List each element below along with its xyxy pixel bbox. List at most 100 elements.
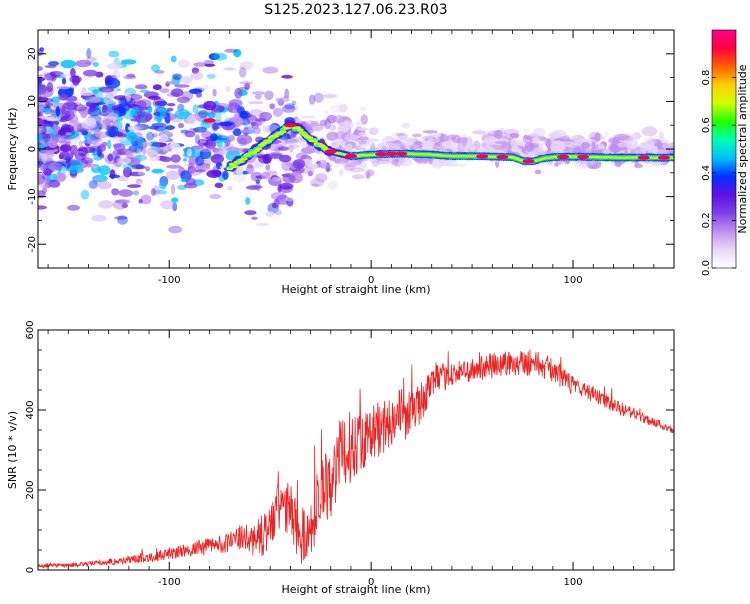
spectrogram-noise-blob xyxy=(554,162,559,167)
spectrogram-noise-blob xyxy=(77,128,83,133)
spectrogram-y-axis-label: Frequency (Hz) xyxy=(6,108,19,191)
spectrogram-noise-blob xyxy=(249,109,264,117)
spectrogram-noise-blob xyxy=(241,118,251,126)
spectrogram-noise-blob xyxy=(192,104,199,114)
spectrogram-noise-blob xyxy=(166,170,180,181)
y-tick-label: -20 xyxy=(27,236,38,252)
spectrogram-noise-blob xyxy=(510,138,518,149)
spectrogram-noise-blob xyxy=(608,137,621,144)
spectrogram-noise-blob xyxy=(494,140,507,144)
spectrogram-noise-blob xyxy=(245,197,251,205)
colorbar-tick-label: 0.0 xyxy=(701,260,712,276)
spectrogram-noise-blob xyxy=(193,62,207,67)
spectrogram-noise-blob xyxy=(292,159,306,169)
spectrogram-noise-blob xyxy=(111,188,119,196)
spectrogram-noise-blob xyxy=(120,59,137,65)
spectrogram-noise-blob xyxy=(169,139,175,144)
spectrogram-noise-blob xyxy=(97,181,112,190)
snr-x-axis-label: Height of straight line (km) xyxy=(281,583,430,596)
spectrogram-noise-blob xyxy=(81,120,97,129)
spectrogram-noise-blob xyxy=(131,106,141,116)
spectrogram-peak xyxy=(324,149,337,154)
spectrogram-noise-blob xyxy=(159,134,169,142)
figure-title: S125.2023.127.06.23.R03 xyxy=(264,2,447,18)
spectrogram-noise-blob xyxy=(85,61,95,65)
spectrogram-noise-blob xyxy=(224,48,238,53)
spectrogram-noise-blob xyxy=(190,161,198,165)
spectrogram-ridge-cell xyxy=(279,130,287,134)
spectrogram-noise-blob xyxy=(93,155,103,161)
spectrogram-noise-blob xyxy=(509,133,520,139)
spectrogram-noise-blob xyxy=(97,144,107,152)
spectrogram-noise-blob xyxy=(116,131,124,138)
spectrogram-noise-blob xyxy=(499,147,515,152)
spectrogram-noise-blob xyxy=(572,146,587,155)
spectrogram-noise-blob xyxy=(111,104,123,112)
spectrogram-noise-blob xyxy=(154,190,168,195)
spectrogram-noise-blob xyxy=(199,139,207,144)
spectrogram-noise-blob xyxy=(136,148,142,154)
spectrogram-noise-blob xyxy=(102,113,119,117)
spectrogram-noise-blob xyxy=(160,129,170,133)
spectrogram-noise-blob xyxy=(186,114,197,125)
snr-y-axis-label: SNR (10 * v/v) xyxy=(6,411,19,489)
spectrogram-noise-blob xyxy=(132,148,141,154)
spectrogram-noise-blob xyxy=(88,96,102,104)
spectrogram-noise-blob xyxy=(338,103,348,113)
spectrogram-noise-blob xyxy=(307,170,313,177)
spectrogram-noise-blob xyxy=(111,163,120,172)
spectrogram-noise-blob xyxy=(503,128,520,136)
spectrogram-noise-blob xyxy=(38,49,44,57)
spectrogram-noise-blob xyxy=(528,152,533,156)
spectrogram-noise-blob xyxy=(234,87,243,99)
spectrogram-noise-blob xyxy=(356,139,372,143)
spectrogram-noise-blob xyxy=(92,89,99,95)
spectrogram-noise-blob xyxy=(265,211,275,218)
spectrogram-noise-blob xyxy=(233,49,242,58)
spectrogram-noise-blob xyxy=(368,127,379,136)
spectrogram-noise-blob xyxy=(177,122,185,129)
spectrogram-noise-blob xyxy=(293,105,299,111)
spectrogram-noise-blob xyxy=(316,163,333,169)
spectrogram-noise-blob xyxy=(165,109,171,117)
spectrogram-noise-blob xyxy=(442,141,457,150)
spectrogram-noise-blob xyxy=(246,115,257,120)
spectrogram-peak xyxy=(203,118,216,123)
spectrogram-noise-blob xyxy=(343,164,356,171)
spectrogram-noise-blob xyxy=(392,156,399,165)
spectrogram-noise-blob xyxy=(451,134,461,144)
spectrogram-noise-blob xyxy=(191,145,205,150)
spectrogram-noise-blob xyxy=(78,140,84,148)
spectrogram-noise-blob xyxy=(594,132,601,142)
spectrogram-noise-blob xyxy=(69,166,79,175)
spectrogram-noise-blob xyxy=(261,171,271,180)
y-tick-label: 400 xyxy=(25,400,36,419)
y-tick-label: 600 xyxy=(25,320,36,339)
spectrogram-noise-blob xyxy=(251,91,265,96)
spectrogram-noise-blob xyxy=(256,222,270,227)
spectrogram-noise-blob xyxy=(150,140,161,151)
spectrogram-noise-blob xyxy=(91,214,107,222)
spectrogram-noise-blob xyxy=(160,200,176,210)
spectrogram-noise-blob xyxy=(43,133,51,142)
spectrogram-noise-blob xyxy=(103,99,117,104)
spectrogram-noise-blob xyxy=(277,146,290,151)
spectrogram-noise-blob xyxy=(411,133,422,138)
spectrogram-noise-blob xyxy=(98,200,114,209)
spectrogram-noise-blob xyxy=(199,147,215,153)
snr-series-line xyxy=(38,349,674,569)
spectrogram-noise-blob xyxy=(190,71,204,81)
spectrogram-noise-blob xyxy=(154,100,168,106)
spectrogram-noise-blob xyxy=(335,114,343,125)
spectrogram-noise-blob xyxy=(359,107,367,111)
spectrogram-noise-blob xyxy=(75,59,92,68)
spectrogram-noise-blob xyxy=(500,142,513,153)
spectrogram-noise-blob xyxy=(203,59,214,65)
spectrogram-noise-blob xyxy=(279,182,294,190)
spectrogram-noise-blob xyxy=(152,133,158,138)
spectrogram-noise-blob xyxy=(422,158,429,163)
spectrogram-noise-blob xyxy=(239,66,247,78)
spectrogram-noise-blob xyxy=(38,119,45,129)
spectrogram-noise-blob xyxy=(217,121,234,127)
spectrogram-noise-blob xyxy=(292,170,302,176)
